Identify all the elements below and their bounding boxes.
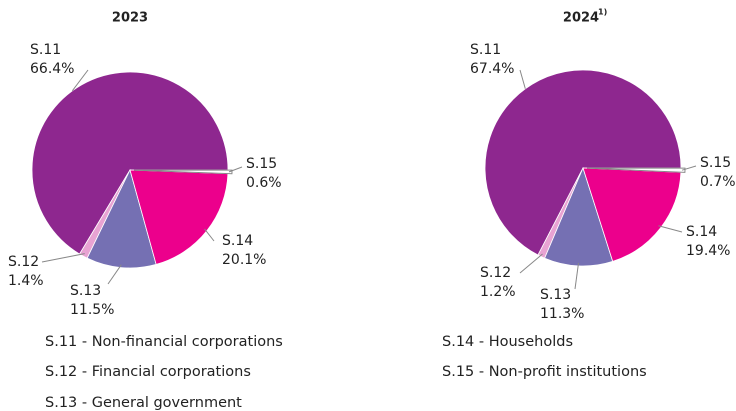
- slice-label: S.12: [8, 254, 39, 270]
- leader-line: [107, 264, 122, 285]
- slice-value-label: 20.1%: [222, 252, 266, 268]
- chart-title: 2024: [563, 11, 599, 26]
- slice-label: S.14: [686, 224, 717, 240]
- legend-entry: S.15 - Non-profit institutions: [442, 364, 647, 380]
- leader-line: [658, 225, 683, 233]
- leader-line: [519, 69, 526, 89]
- slice-value-label: 19.4%: [686, 243, 730, 259]
- leader-line: [519, 253, 543, 274]
- legend-entry: S.11 - Non-financial corporations: [45, 334, 283, 350]
- pie-slice: [31, 71, 229, 255]
- leader-line: [41, 253, 85, 263]
- pie-slice: [133, 169, 233, 175]
- slice-label: S.14: [222, 233, 253, 249]
- pie-slice: [86, 168, 157, 269]
- slice-value-label: 66.4%: [30, 61, 74, 77]
- slice-value-label: 0.7%: [700, 174, 736, 190]
- slice-label: S.11: [470, 42, 501, 58]
- title-footnote: 1): [598, 8, 607, 17]
- slice-label: S.13: [70, 283, 101, 299]
- slice-value-label: 0.6%: [246, 175, 282, 191]
- leader-line: [71, 69, 89, 92]
- leader-line: [574, 262, 580, 290]
- slice-value-label: 11.3%: [540, 306, 584, 322]
- slice-value-label: 67.4%: [470, 61, 514, 77]
- slice-label: S.12: [480, 265, 511, 281]
- pie-slice: [129, 169, 229, 265]
- pie-slice: [484, 69, 682, 256]
- legend-entry: S.13 - General government: [45, 395, 242, 411]
- slice-label: S.11: [30, 42, 61, 58]
- leader-line: [228, 166, 243, 173]
- pie-slice: [586, 167, 686, 173]
- slice-value-label: 1.2%: [480, 284, 516, 300]
- slice-label: S.13: [540, 287, 571, 303]
- slice-value-label: 11.5%: [70, 302, 114, 318]
- slice-label: S.15: [246, 156, 277, 172]
- chart-title: 2023: [112, 11, 148, 26]
- leader-line: [681, 165, 697, 171]
- slice-label: S.15: [700, 155, 731, 171]
- pie-slice: [582, 167, 682, 262]
- legend-entry: S.12 - Financial corporations: [45, 364, 251, 380]
- leader-line: [204, 228, 215, 242]
- slice-value-label: 1.4%: [8, 273, 44, 289]
- legend-entry: S.14 - Households: [442, 334, 573, 350]
